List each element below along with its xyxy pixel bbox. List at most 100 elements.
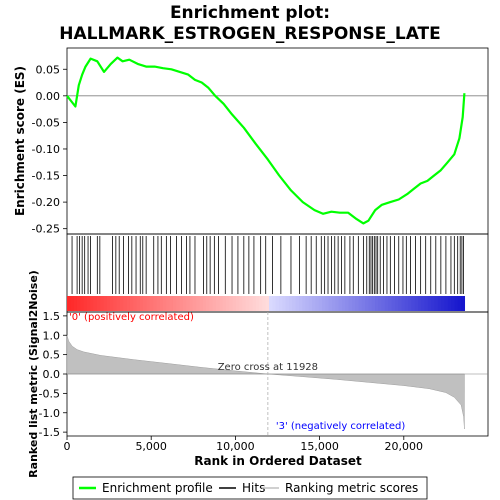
heat-bar-segment — [176, 296, 181, 311]
metric-y-tick-label: -0.5 — [39, 387, 60, 400]
heat-bar-segment — [454, 296, 459, 311]
heat-bar-segment — [156, 296, 161, 311]
heat-bar-segment — [272, 296, 277, 311]
legend-item-label: Ranking metric scores — [285, 481, 418, 495]
heat-bar-segment — [269, 296, 273, 311]
heat-bar-segment — [447, 296, 452, 311]
heat-bar-segment — [212, 296, 217, 311]
metric-y-tick-label: 0.5 — [43, 349, 61, 362]
heat-bar-segment — [388, 296, 393, 311]
heat-bar-segment — [384, 296, 389, 311]
es-y-tick-label: 0.05 — [36, 63, 61, 76]
es-y-tick-label: -0.15 — [32, 170, 60, 183]
legend: Enrichment profile Hits Ranking metric sco… — [79, 481, 418, 495]
heat-bar-segment — [278, 296, 283, 311]
heat-bar-segment — [375, 296, 379, 311]
heat-bar-segment — [259, 296, 264, 311]
heat-bar-segment — [80, 296, 85, 311]
heat-bar-segment — [199, 296, 204, 311]
x-tick-label: 20,000 — [385, 440, 424, 453]
heat-bar-segment — [133, 296, 138, 311]
heat-bar-segment — [252, 296, 257, 311]
heat-bar-segment — [232, 296, 237, 311]
heat-bar-segment — [398, 296, 403, 311]
heat-bar-segment — [222, 296, 227, 311]
heat-bar-segment — [265, 296, 270, 311]
metric-y-tick-label: -1.5 — [39, 426, 60, 439]
x-axis-label: Rank in Ordered Dataset — [194, 454, 362, 468]
heat-bar-segment — [431, 296, 436, 311]
heat-bar-segment — [348, 296, 353, 311]
heat-bar-segment — [90, 296, 95, 311]
heat-bar-segment — [302, 296, 307, 311]
heat-bar-segment — [371, 296, 376, 311]
metric-panel: 1.5 1.0 0.5 0.0 -0.5 -1.0 -1.5 0 5,000 10,000 15,0… — [39, 310, 488, 453]
zero-cross-annotation: Zero cross at 11928 — [218, 362, 318, 373]
heat-bar-segment — [169, 296, 174, 311]
heat-bar-segment — [358, 296, 363, 311]
heat-bar-segment — [70, 296, 75, 311]
heat-bar-segment — [424, 296, 429, 311]
legend-item-label: Enrichment profile — [102, 481, 213, 495]
legend-item-label: Hits — [242, 481, 265, 495]
heat-bar-segment — [427, 296, 432, 311]
heat-bar-segment — [361, 296, 366, 311]
heat-bar-segment — [106, 296, 111, 311]
x-tick-label: 10,000 — [216, 440, 255, 453]
heat-bar-segment — [298, 296, 303, 311]
heat-bar-segment — [216, 296, 220, 311]
heat-bar-segment — [149, 296, 154, 311]
heat-bar-segment — [315, 296, 320, 311]
heat-bar-segment — [365, 296, 369, 311]
heat-bar-segment — [295, 296, 300, 311]
heat-bar-segment — [318, 296, 323, 311]
heat-bar-segment — [126, 296, 131, 311]
heat-bar-segment — [67, 296, 71, 311]
enrichment-profile-line — [66, 56, 466, 225]
heat-bar-segment — [338, 296, 343, 311]
x-tick-label: 15,000 — [300, 440, 339, 453]
heat-bar-segment — [100, 296, 105, 311]
heat-bar-segment — [437, 296, 442, 311]
heat-bar-segment — [457, 296, 462, 311]
es-y-tick-label: -0.20 — [32, 196, 60, 209]
heat-bar-segment — [139, 296, 144, 311]
heat-bar-segment — [93, 296, 98, 311]
heat-bar-segment — [345, 296, 350, 311]
heat-bar-segment — [239, 296, 244, 311]
heat-bar-segment — [275, 296, 280, 311]
heat-bar-segment — [408, 296, 413, 311]
heat-bar-segment — [96, 296, 101, 311]
heat-bar-segment — [322, 296, 326, 311]
heat-bar-segment — [401, 296, 406, 311]
heat-bar-segment — [225, 296, 230, 311]
es-y-tick-label: -0.05 — [32, 116, 60, 129]
es-panel: 0.05 0.00 -0.05 -0.10 -0.15 -0.20 -0.25 — [32, 56, 488, 236]
es-y-tick-label: -0.10 — [32, 143, 60, 156]
heat-bar-segment — [192, 296, 197, 311]
heat-bar-segment — [235, 296, 240, 311]
heat-bar-segment — [159, 296, 164, 311]
heat-bar-segment — [288, 296, 293, 311]
heat-bar-segment — [331, 296, 336, 311]
es-panel-frame — [66, 47, 489, 235]
heat-bar-segment — [451, 296, 456, 311]
heat-bar-segment — [414, 296, 419, 311]
heat-bar-segment — [391, 296, 396, 311]
ranking-metric-area — [66, 335, 465, 430]
x-tick-label: 5,000 — [135, 440, 167, 453]
heat-bar-segment — [186, 296, 191, 311]
heat-bar-segment — [249, 296, 254, 311]
heat-bar-segment — [308, 296, 313, 311]
heat-bar-segment — [421, 296, 426, 311]
heat-bar-segment — [123, 296, 128, 311]
heat-bar-segment — [202, 296, 207, 311]
heat-bar-segment — [73, 296, 78, 311]
heat-bar-segment — [143, 296, 148, 311]
heat-bar-segment — [282, 296, 287, 311]
heat-bar-segment — [182, 296, 187, 311]
es-y-tick-label: 0.00 — [36, 90, 61, 103]
ranking-heat-bar — [67, 296, 466, 311]
heat-bar-segment — [355, 296, 360, 311]
heat-bar-segment — [119, 296, 124, 311]
